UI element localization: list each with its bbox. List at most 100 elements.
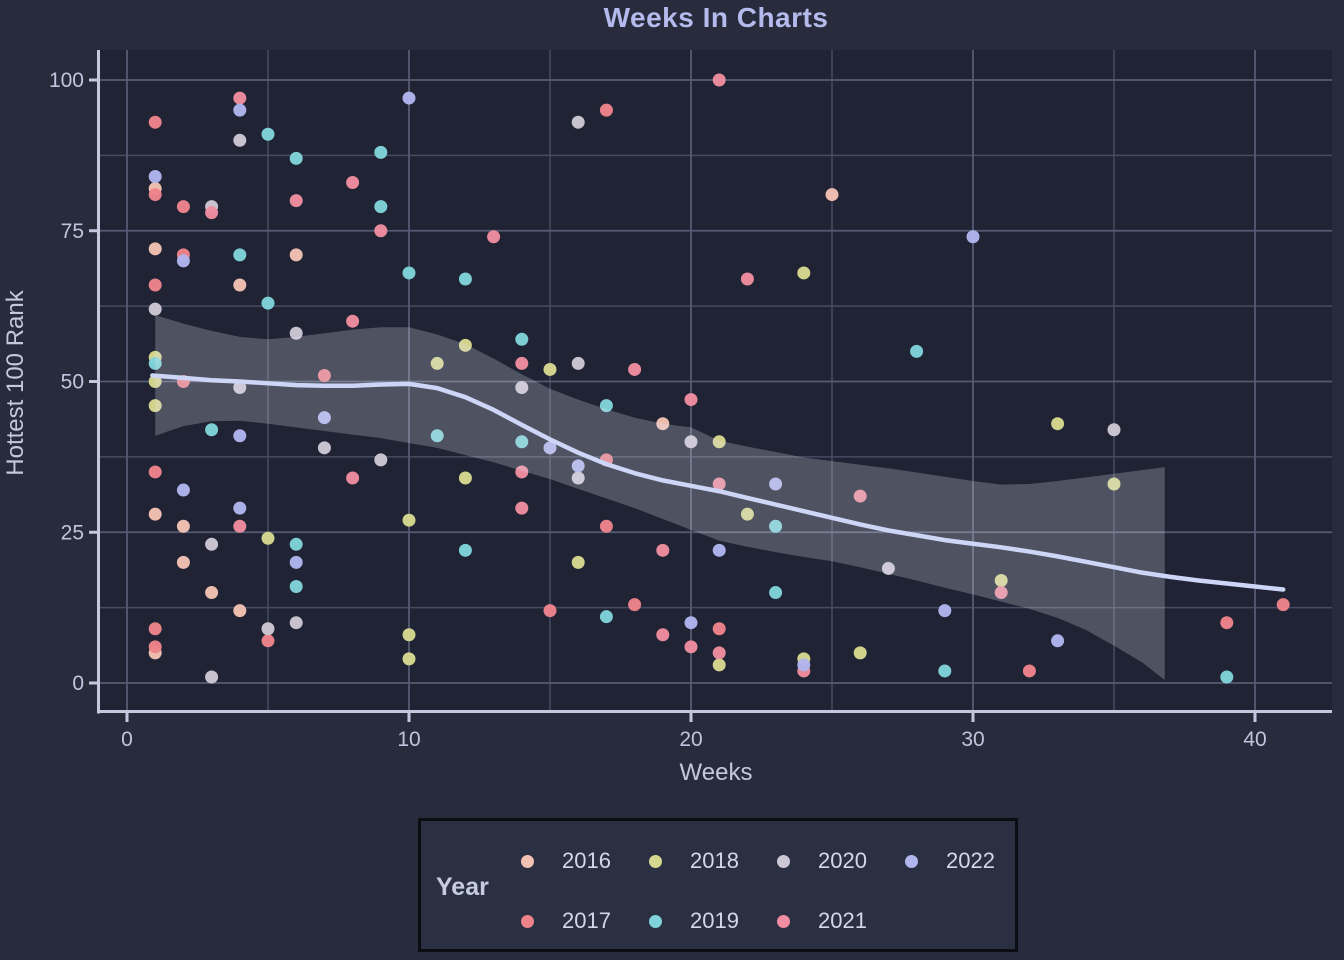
legend-dot-icon — [521, 914, 534, 928]
data-point-2019 — [769, 519, 783, 533]
data-point-2019 — [261, 296, 275, 310]
data-point-2020 — [571, 471, 585, 485]
legend: Year 2016 2017 2018 2019 2020 2021 2022 — [418, 818, 1018, 952]
legend-label: 2020 — [818, 848, 867, 873]
data-point-2017 — [148, 278, 162, 292]
data-point-2022 — [317, 411, 331, 425]
data-point-2019 — [769, 586, 783, 600]
scatter-plot: 0 25 50 75 100 0 10 20 30 40 — [49, 50, 1332, 751]
data-point-2020 — [515, 381, 529, 395]
data-point-2019 — [910, 344, 924, 358]
legend-item-2016: 2016 — [521, 848, 649, 874]
legend-item-2022: 2022 — [905, 848, 1033, 874]
data-point-2016 — [656, 417, 670, 431]
legend-dot-icon — [649, 914, 662, 928]
data-point-2022 — [176, 254, 190, 268]
legend-item-2018: 2018 — [649, 848, 777, 874]
data-point-2016 — [176, 519, 190, 533]
legend-label: 2017 — [562, 908, 611, 933]
data-point-2017 — [176, 200, 190, 214]
legend-label: 2018 — [690, 848, 739, 873]
data-point-2020 — [289, 616, 303, 630]
data-point-2019 — [458, 543, 472, 557]
data-point-2020 — [261, 622, 275, 636]
data-point-2022 — [797, 658, 811, 672]
data-point-2020 — [881, 561, 895, 575]
data-point-2020 — [233, 133, 247, 147]
data-point-2018 — [740, 507, 754, 521]
legend-dot-icon — [521, 854, 534, 868]
legend-title: Year — [436, 873, 489, 901]
y-tick-label: 50 — [61, 371, 84, 394]
legend-label: 2021 — [818, 908, 867, 933]
data-point-2019 — [374, 145, 388, 159]
legend-item-2020: 2020 — [777, 848, 905, 874]
x-tick-label: 30 — [961, 728, 984, 751]
data-point-2019 — [515, 435, 529, 449]
data-point-2021 — [515, 356, 529, 370]
data-point-2021 — [684, 393, 698, 407]
data-point-2022 — [176, 483, 190, 497]
data-point-2019 — [289, 151, 303, 165]
data-point-2018 — [1107, 477, 1121, 491]
y-tick-label: 75 — [61, 220, 84, 243]
legend-label: 2019 — [690, 908, 739, 933]
data-point-2017 — [628, 598, 642, 612]
data-point-2017 — [712, 622, 726, 636]
data-point-2018 — [148, 375, 162, 388]
legend-dot-icon — [649, 854, 662, 868]
confidence-band — [155, 315, 1165, 680]
data-point-2022 — [571, 459, 585, 473]
data-point-2019 — [374, 200, 388, 214]
data-point-2021 — [994, 586, 1008, 600]
data-point-2017 — [599, 103, 613, 117]
data-point-2017 — [148, 115, 162, 129]
data-point-2018 — [458, 471, 472, 485]
x-tick-label: 0 — [121, 728, 133, 751]
data-point-2021 — [346, 471, 360, 485]
data-point-2016 — [233, 278, 247, 292]
legend-item-2019: 2019 — [649, 908, 777, 934]
data-point-2017 — [317, 368, 331, 382]
data-point-2018 — [712, 658, 726, 672]
data-point-2016 — [289, 248, 303, 262]
data-point-2018 — [402, 513, 416, 527]
data-point-2018 — [402, 652, 416, 666]
data-point-2019 — [430, 429, 444, 443]
data-point-2021 — [487, 230, 501, 244]
data-point-2016 — [205, 586, 219, 600]
data-point-2016 — [148, 242, 162, 256]
data-point-2017 — [599, 519, 613, 533]
data-point-2020 — [684, 435, 698, 449]
data-point-2019 — [1220, 670, 1234, 684]
data-point-2019 — [515, 332, 529, 346]
data-point-2018 — [797, 266, 811, 280]
data-point-2017 — [148, 640, 162, 654]
data-point-2022 — [1051, 634, 1065, 648]
data-point-2018 — [430, 356, 444, 370]
data-point-2017 — [148, 622, 162, 636]
data-point-2022 — [684, 616, 698, 630]
legend-label: 2016 — [562, 848, 611, 873]
data-point-2020 — [374, 453, 388, 467]
data-point-2021 — [233, 519, 247, 533]
x-tick-label: 40 — [1243, 728, 1266, 751]
legend-dot-icon — [777, 914, 790, 928]
data-point-2021 — [712, 646, 726, 660]
data-point-2022 — [543, 441, 557, 455]
data-point-2016 — [825, 188, 839, 202]
data-point-2019 — [402, 266, 416, 280]
x-axis-title: Weeks — [679, 759, 753, 786]
legend-dot-icon — [905, 854, 918, 868]
data-point-2017 — [148, 465, 162, 479]
data-point-2017 — [148, 188, 162, 202]
data-point-2021 — [712, 73, 726, 87]
data-point-2021 — [289, 194, 303, 208]
data-point-2018 — [994, 573, 1008, 587]
data-point-2019 — [289, 537, 303, 551]
data-point-2022 — [769, 477, 783, 491]
data-point-2022 — [233, 103, 247, 117]
chart-title: Weeks In Charts — [603, 2, 829, 33]
data-point-2021 — [656, 628, 670, 642]
